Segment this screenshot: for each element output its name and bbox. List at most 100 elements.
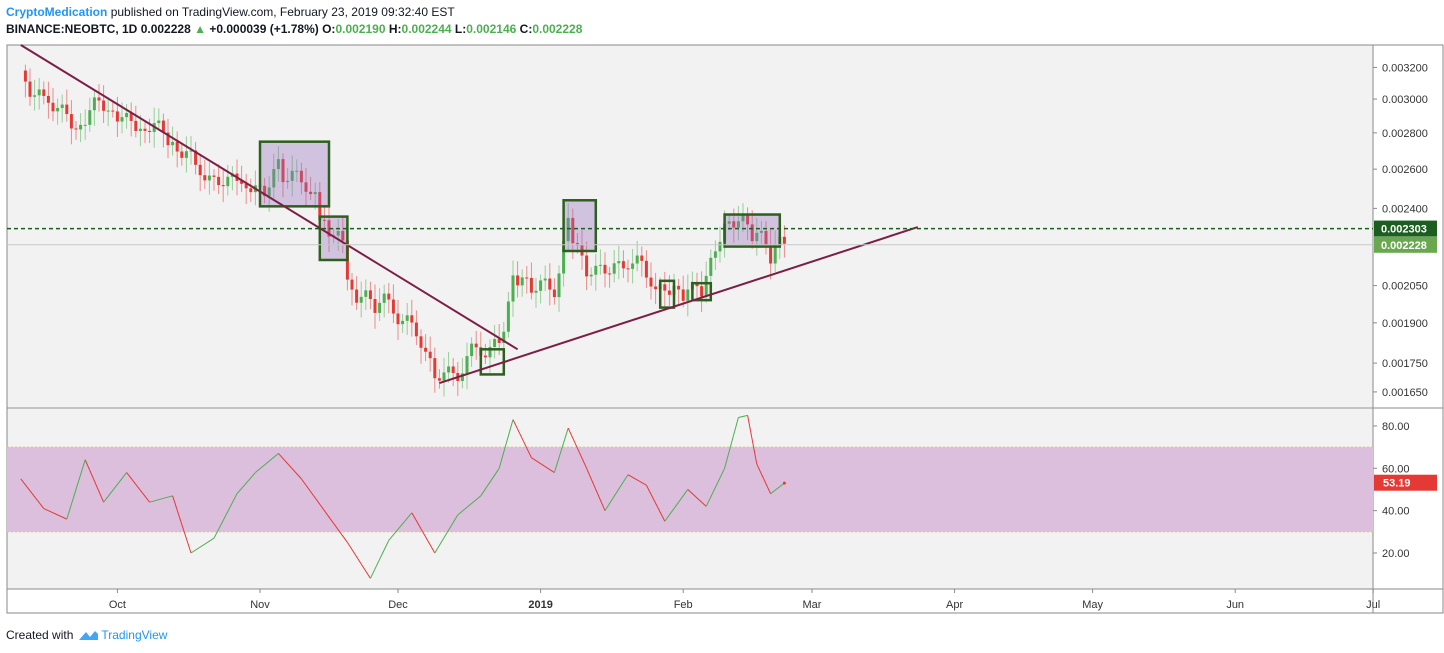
rsi-line-segment	[687, 489, 707, 507]
candle-down	[424, 347, 428, 352]
rsi-line-segment	[586, 468, 606, 511]
candle-up	[125, 113, 129, 118]
close-value: 0.002228	[532, 22, 583, 36]
candle-up	[736, 221, 740, 228]
candle-down	[161, 120, 165, 133]
zone-box	[562, 199, 598, 253]
last-price-badge	[1374, 236, 1437, 253]
candle-down	[419, 336, 423, 348]
rsi-line-segment	[323, 510, 348, 543]
candle-up	[88, 110, 92, 125]
rsi-line-segment	[553, 427, 569, 473]
candle-down	[240, 180, 244, 184]
candle-down	[575, 243, 579, 246]
rsi-line-segment	[300, 478, 325, 511]
zone-box	[723, 213, 782, 248]
high-value: 0.002244	[401, 22, 452, 36]
candle-up	[171, 141, 175, 146]
candle-down	[373, 299, 377, 313]
rsi-line-segment	[346, 542, 371, 579]
candle-up	[157, 120, 161, 124]
candle-down	[433, 358, 437, 379]
candle-up	[612, 263, 616, 274]
change-value: +0.000039 (+1.78%)	[209, 22, 319, 36]
candle-down	[355, 289, 359, 303]
rsi-line-segment	[369, 540, 390, 579]
price-tick-label: 0.003200	[1382, 62, 1428, 74]
open-label: O:	[322, 22, 336, 36]
rsi-line-segment	[457, 495, 482, 516]
candle-down	[497, 339, 501, 343]
rsi-line-segment	[213, 493, 238, 539]
candle-down	[750, 224, 754, 242]
candle-up	[405, 315, 409, 321]
rsi-line-segment	[724, 417, 739, 469]
candle-down	[608, 273, 612, 275]
candle-down	[621, 261, 625, 269]
rsi-line-segment	[20, 478, 45, 509]
rsi-line-segment	[43, 508, 68, 520]
candle-up	[207, 175, 211, 181]
candle-down	[667, 290, 671, 295]
chart-frame	[6, 44, 1444, 614]
candle-up	[506, 301, 510, 332]
candle-up	[562, 241, 566, 274]
time-tick-label: May	[1082, 599, 1103, 611]
rsi-line-segment	[480, 468, 500, 497]
low-label: L:	[454, 22, 467, 36]
candle-down	[74, 128, 78, 130]
candle-up	[635, 255, 639, 264]
candle-up	[184, 151, 188, 158]
author-link[interactable]: CryptoMedication	[6, 5, 108, 19]
rsi-line-segment	[705, 468, 726, 507]
candle-up	[741, 214, 745, 222]
candle-down	[368, 290, 372, 300]
time-tick-label: Jul	[1366, 599, 1380, 611]
candle-down	[249, 188, 253, 193]
candle-up	[773, 244, 777, 264]
candle-up	[709, 257, 713, 276]
candle-down	[663, 284, 667, 291]
candle-up	[226, 176, 230, 187]
candle-up	[539, 280, 543, 291]
candle-up	[364, 290, 368, 297]
candle-down	[428, 351, 432, 359]
candle-up	[718, 241, 722, 252]
candle-down	[244, 183, 248, 189]
candle-down	[649, 277, 653, 287]
candle-down	[782, 236, 786, 244]
resistance-level-badge	[1374, 220, 1437, 237]
candle-down	[654, 286, 658, 290]
zone-box	[691, 281, 713, 302]
footer: Created with TradingView	[6, 628, 167, 642]
candle-up	[272, 169, 276, 188]
candle-up	[598, 264, 602, 266]
candle-down	[203, 175, 207, 181]
rsi-line-segment	[66, 459, 86, 520]
time-tick-label: Apr	[946, 599, 963, 611]
candle-down	[451, 366, 455, 374]
ascending-trendline	[439, 226, 919, 385]
candle-down	[341, 230, 345, 241]
candle-down	[111, 110, 115, 112]
candle-down	[46, 95, 50, 103]
candle-down	[281, 159, 285, 183]
candle-down	[529, 277, 533, 293]
candle-down	[65, 104, 69, 115]
time-tick-label: Nov	[250, 599, 270, 611]
rsi-line-segment	[103, 472, 127, 503]
rsi-tick-label: 80.00	[1382, 421, 1410, 433]
last-price-label: 0.002228	[1381, 240, 1427, 252]
rsi-line-segment	[567, 427, 588, 469]
tradingview-logo[interactable]: TradingView	[77, 628, 167, 642]
price-tick-label: 0.002800	[1382, 128, 1428, 140]
candle-down	[746, 214, 750, 225]
candle-down	[396, 313, 400, 325]
candle-down	[143, 128, 147, 131]
candle-down	[134, 120, 138, 132]
candle-down	[51, 102, 55, 112]
candle-down	[217, 176, 221, 186]
candle-down	[585, 255, 589, 277]
price-tick-label: 0.001900	[1382, 318, 1428, 330]
